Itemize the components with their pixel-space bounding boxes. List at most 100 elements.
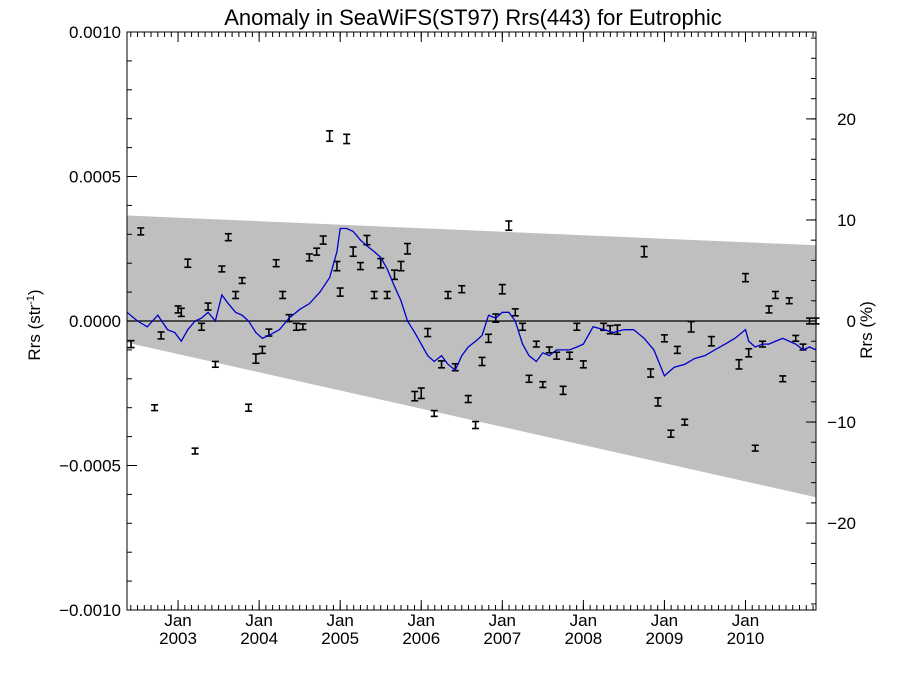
data-point <box>606 324 614 335</box>
data-point <box>252 353 260 364</box>
confidence-band <box>127 215 816 498</box>
data-point <box>458 284 466 294</box>
data-point <box>539 380 547 389</box>
data-point <box>336 287 344 297</box>
left-tick-label: −0.0010 <box>59 601 121 620</box>
data-point <box>292 322 300 332</box>
data-point <box>232 290 240 300</box>
data-point <box>779 375 787 383</box>
data-point <box>741 272 749 283</box>
x-tick-month: Jan <box>408 611 435 630</box>
data-point <box>198 322 206 332</box>
data-point <box>545 346 553 354</box>
data-point <box>687 320 695 333</box>
data-point <box>184 258 192 269</box>
x-tick-month: Jan <box>326 611 353 630</box>
data-point <box>751 444 759 452</box>
data-point <box>174 305 182 314</box>
data-point <box>313 247 321 256</box>
data-point <box>681 418 689 426</box>
data-point <box>511 308 519 317</box>
data-point <box>411 390 419 402</box>
data-point <box>519 322 527 332</box>
data-point <box>224 232 232 242</box>
data-point <box>211 360 219 369</box>
right-tick-label: −10 <box>827 413 856 432</box>
x-tick-year: 2008 <box>564 629 602 648</box>
x-tick-month: Jan <box>570 611 597 630</box>
data-point <box>640 245 648 258</box>
data-point <box>566 351 574 360</box>
data-point <box>792 334 800 343</box>
left-tick-label: 0.0005 <box>69 168 121 187</box>
x-tick-year: 2009 <box>646 629 684 648</box>
data-point <box>532 340 540 348</box>
data-point <box>444 290 452 300</box>
data-point <box>485 333 493 344</box>
data-point <box>326 130 334 143</box>
data-point <box>654 397 662 407</box>
data-point <box>238 276 246 285</box>
data-point <box>525 374 533 384</box>
x-tick-year: 2007 <box>483 629 521 648</box>
x-tick-month: Jan <box>651 611 678 630</box>
data-point <box>245 403 253 412</box>
data-point <box>349 246 357 258</box>
right-axis: 20 10 0 −10 −20 <box>806 37 856 605</box>
data-point <box>157 331 165 340</box>
data-point <box>478 356 486 367</box>
y-axis-label-right: Rrs (%) <box>857 301 876 359</box>
data-point <box>403 242 411 255</box>
data-point <box>151 404 159 412</box>
data-point <box>383 290 391 300</box>
data-point <box>356 261 364 271</box>
chart-title: Anomaly in SeaWiFS(ST97) Rrs(443) for Eu… <box>224 5 722 30</box>
data-point <box>370 290 378 300</box>
data-point <box>343 133 351 145</box>
data-point <box>765 305 773 314</box>
left-tick-label: −0.0005 <box>59 457 121 476</box>
data-point <box>272 258 280 268</box>
data-point <box>573 322 581 332</box>
right-tick-label: 0 <box>847 312 856 331</box>
data-point <box>745 347 753 358</box>
left-tick-label: 0.0000 <box>69 312 121 331</box>
y-axis-label-left: Rrs (str-1) <box>25 289 44 360</box>
data-point <box>735 358 743 370</box>
data-point <box>472 420 480 430</box>
bottom-axis: Jan2003Jan2004Jan2005Jan2006Jan2007Jan20… <box>130 32 814 648</box>
data-point <box>305 253 313 262</box>
data-point <box>204 302 212 311</box>
right-tick-label: −20 <box>827 514 856 533</box>
data-point <box>438 360 446 369</box>
data-point <box>191 447 199 455</box>
data-point <box>177 307 185 318</box>
x-tick-year: 2010 <box>727 629 765 648</box>
data-point <box>707 335 715 347</box>
data-point <box>363 234 371 246</box>
right-tick-label: 10 <box>837 211 856 230</box>
data-point <box>505 220 513 232</box>
x-tick-month: Jan <box>489 611 516 630</box>
running-mean-line <box>126 227 817 378</box>
left-axis: 0.0010 0.0005 0.0000 −0.0005 −0.0010 <box>59 23 137 620</box>
data-point <box>127 339 135 349</box>
data-point <box>319 235 327 245</box>
data-point <box>667 429 675 438</box>
data-point <box>647 368 655 378</box>
data-point <box>397 260 405 272</box>
data-point <box>498 283 506 295</box>
data-point <box>464 394 472 404</box>
x-tick-year: 2003 <box>159 629 197 648</box>
x-tick-year: 2005 <box>321 629 359 648</box>
right-tick-label: 20 <box>837 110 856 129</box>
data-point <box>613 324 621 336</box>
data-points <box>127 130 820 455</box>
data-point <box>673 345 681 355</box>
x-tick-month: Jan <box>164 611 191 630</box>
data-point <box>299 323 307 331</box>
x-tick-month: Jan <box>245 611 272 630</box>
data-point <box>559 385 567 396</box>
x-tick-month: Jan <box>732 611 759 630</box>
